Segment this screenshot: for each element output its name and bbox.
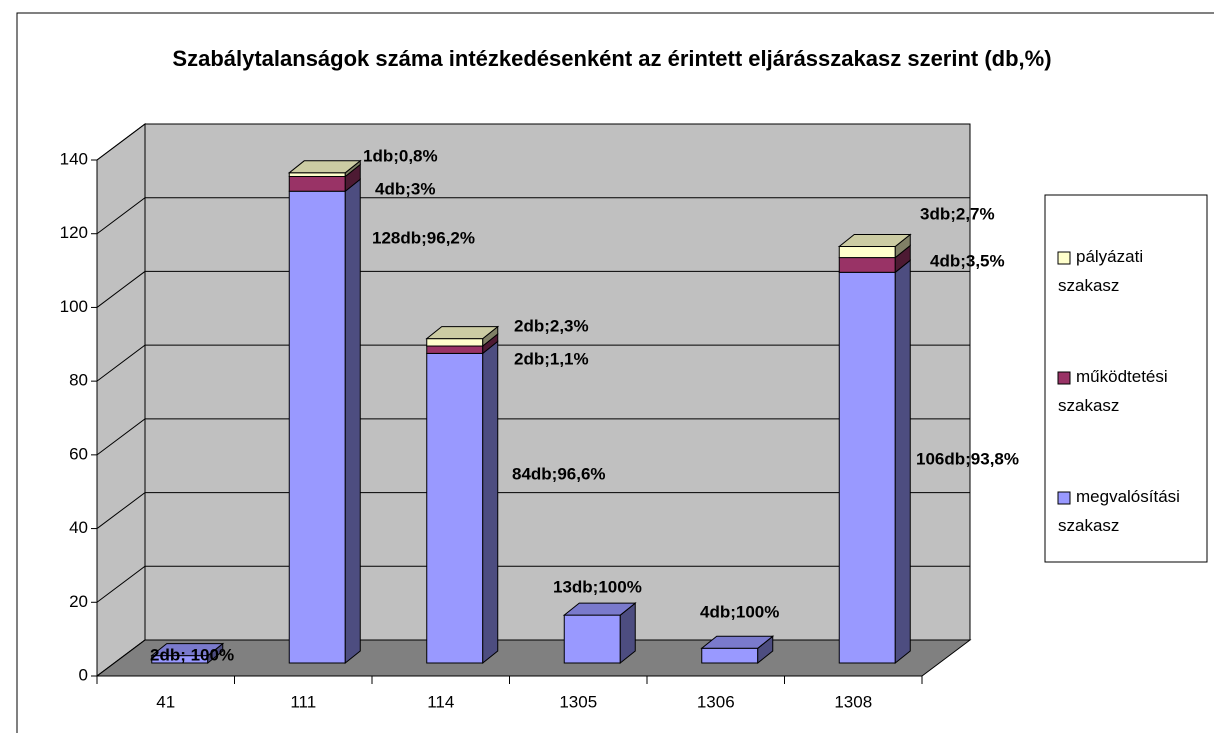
bar-side xyxy=(344,178,361,665)
side-wall xyxy=(96,123,146,677)
y-tick-label: 140 xyxy=(60,149,88,168)
grid-line xyxy=(96,565,970,603)
chart-title: Szabálytalanságok száma intézkedésenként… xyxy=(172,46,1051,71)
data-label: 4db;3% xyxy=(375,179,435,198)
data-label: 13db;100% xyxy=(553,577,642,596)
x-tick-label: 1308 xyxy=(834,692,872,711)
grid-line xyxy=(96,639,970,677)
y-tick-label: 0 xyxy=(79,665,88,684)
legend-swatch xyxy=(1057,251,1071,265)
bar-top xyxy=(425,326,500,340)
bar-segment xyxy=(426,338,484,347)
y-tick-label: 20 xyxy=(69,592,88,611)
bar-segment xyxy=(426,345,484,354)
data-label: 3db;2,7% xyxy=(920,204,995,223)
y-tick-label: 120 xyxy=(60,223,88,242)
data-label: 2db;1,1% xyxy=(514,349,589,368)
bar-segment xyxy=(838,246,896,259)
grid-line xyxy=(96,123,970,161)
legend-box xyxy=(1044,194,1208,563)
legend-label: pályázati szakasz xyxy=(1058,247,1143,295)
bar-top xyxy=(837,234,912,248)
bar-top xyxy=(150,643,225,657)
bar-segment xyxy=(426,352,484,664)
data-label: 1db;0,8% xyxy=(363,146,438,165)
y-tick-label: 100 xyxy=(60,297,88,316)
data-label: 106db;93,8% xyxy=(916,449,1019,468)
data-label: 2db;2,3% xyxy=(514,316,589,335)
grid-line xyxy=(96,492,970,529)
y-tick-label: 80 xyxy=(69,371,88,390)
bar-segment xyxy=(288,172,346,177)
grid-line xyxy=(96,197,970,235)
bar-segment xyxy=(701,647,759,664)
data-label: 128db;96,2% xyxy=(372,228,475,247)
bar-segment xyxy=(838,271,896,664)
bar-top xyxy=(287,160,362,174)
bar-top xyxy=(700,635,775,649)
y-tick-label: 60 xyxy=(69,444,88,463)
grid-line xyxy=(96,270,970,308)
x-tick-label: 41 xyxy=(156,692,175,711)
bar-segment xyxy=(288,175,346,192)
data-label: 4db;3,5% xyxy=(930,251,1005,270)
y-tick-label: 40 xyxy=(69,518,88,537)
legend-label: megvalósítási szakasz xyxy=(1058,487,1180,535)
grid-line xyxy=(96,344,970,382)
x-tick-label: 1305 xyxy=(559,692,597,711)
bar-segment xyxy=(563,614,621,664)
grid-line xyxy=(96,418,970,456)
data-label: 4db;100% xyxy=(700,602,779,621)
legend-label: működtetési szakasz xyxy=(1058,367,1168,415)
x-tick-label: 1306 xyxy=(697,692,735,711)
x-tick-label: 114 xyxy=(427,692,454,711)
bar-top xyxy=(562,602,637,616)
data-label: 2db; 100% xyxy=(150,645,234,664)
data-label: 84db;96,6% xyxy=(512,464,606,483)
bar-segment xyxy=(288,190,346,664)
bar-segment xyxy=(838,257,896,273)
bar-side xyxy=(894,259,911,665)
legend-swatch xyxy=(1057,491,1071,505)
bar-side xyxy=(482,340,499,665)
x-tick-label: 111 xyxy=(290,692,316,711)
legend-swatch xyxy=(1057,371,1071,385)
